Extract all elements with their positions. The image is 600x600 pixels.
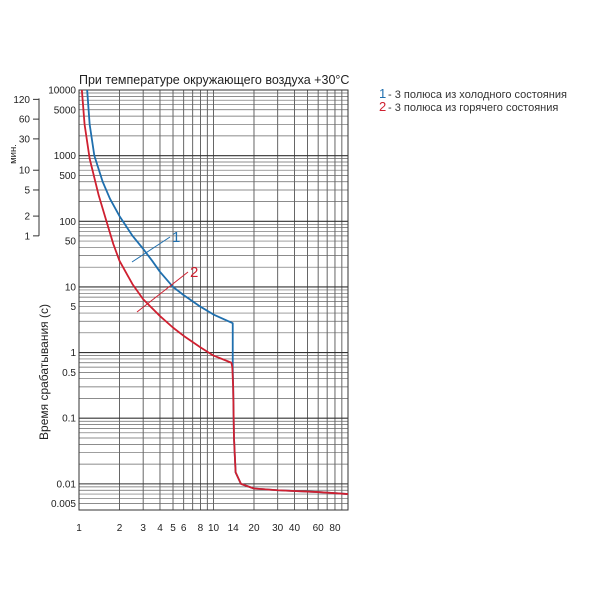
plot-frame (78, 89, 349, 511)
x-tick-label: 10 (208, 523, 220, 534)
minutes-axis-unit: мин. (8, 144, 19, 164)
y-tick-label: 100 (59, 217, 76, 228)
series-line-2 (80, 89, 349, 495)
y-tick-label: 10000 (48, 86, 76, 97)
x-tick-label: 14 (228, 523, 240, 534)
minutes-tick-label: 10 (19, 166, 31, 177)
curve-leader-line (136, 271, 189, 313)
minutes-tick-label: 120 (13, 95, 30, 106)
minutes-tick-label: 30 (19, 134, 31, 145)
minutes-tick-label: 1 (24, 231, 30, 242)
legend-number: 1 (379, 86, 386, 101)
legend-entry: - 3 полюса из горячего состояния (388, 102, 558, 114)
chart-title: При температуре окружающего воздуха +30°… (79, 73, 349, 87)
curve-label: 1 (172, 229, 180, 246)
x-tick-label: 6 (181, 523, 187, 534)
x-tick-label: 30 (272, 523, 284, 534)
minutes-tick-label: 5 (24, 185, 30, 196)
grid (78, 89, 349, 511)
y-axis-ticks: 10000 5000 1000 500 100 50 10 5 1 0.5 0.1 0.01 0.005 (48, 86, 76, 511)
x-tick-label: 3 (140, 523, 146, 534)
x-tick-label: 40 (289, 523, 301, 534)
y-tick-label: 0.005 (51, 499, 76, 510)
x-tick-label: 5 (170, 523, 176, 534)
y-tick-label: 500 (59, 171, 76, 182)
x-tick-label: 8 (198, 523, 204, 534)
y-tick-label: 5 (70, 302, 76, 313)
legend-entry: - 3 полюса из холодного состояния (388, 89, 567, 101)
minutes-axis: 120 60 30 10 5 2 1 (13, 95, 40, 242)
y-tick-label: 0.1 (62, 414, 76, 425)
y-tick-label: 50 (65, 237, 77, 248)
x-tick-label: 4 (157, 523, 163, 534)
x-tick-label: 2 (117, 523, 123, 534)
y-tick-label: 5000 (54, 105, 77, 116)
x-axis-ticks: 1 2 3 4 5 6 8 10 14 20 30 40 60 80 (76, 523, 341, 534)
x-tick-label: 20 (248, 523, 260, 534)
curves: 12 (80, 89, 349, 495)
y-tick-label: 0.5 (62, 368, 76, 379)
x-tick-label: 1 (76, 523, 82, 534)
y-axis-label: Время срабатывания (с) (37, 304, 51, 440)
minutes-tick-label: 60 (19, 115, 31, 126)
y-tick-label: 10 (65, 282, 77, 293)
y-tick-label: 0.01 (57, 479, 77, 490)
x-tick-label: 80 (329, 523, 341, 534)
minutes-tick-label: 2 (24, 212, 30, 223)
x-tick-label: 60 (313, 523, 325, 534)
curve-label: 2 (190, 264, 198, 281)
series-line-1 (86, 89, 349, 495)
y-tick-label: 1000 (54, 151, 77, 162)
y-tick-label: 1 (70, 348, 76, 359)
curve-leader-line (131, 236, 171, 263)
legend-number: 2 (379, 99, 386, 114)
